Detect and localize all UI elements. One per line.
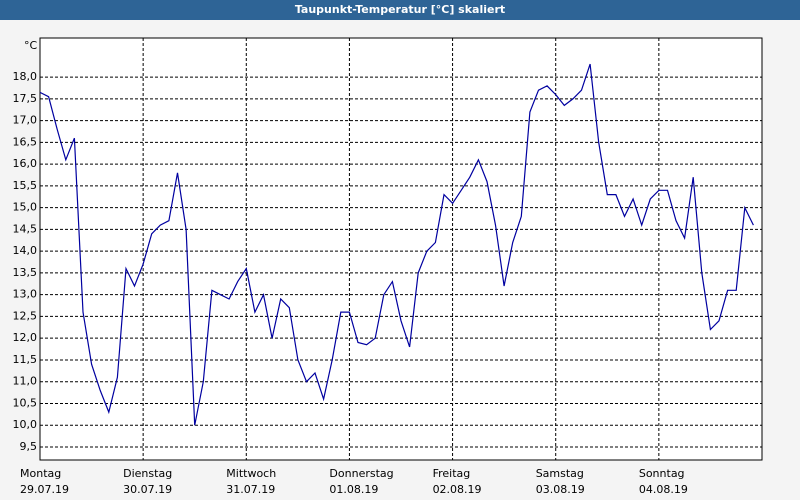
x-tick-date: 03.08.19 [536,483,585,496]
y-tick-label: 12,0 [13,331,38,344]
x-tick-date: 04.08.19 [639,483,688,496]
y-tick-label: 11,5 [13,353,38,366]
plot-area [39,37,763,461]
y-tick-label: 16,5 [13,135,38,148]
y-tick-label: 13,0 [13,288,38,301]
y-tick-label: 10,0 [13,418,38,431]
y-tick-label: 12,5 [13,309,38,322]
y-tick-label: 10,5 [13,396,38,409]
y-tick-label: 14,0 [13,244,38,257]
x-tick-weekday: Mittwoch [226,467,276,480]
x-tick-weekday: Montag [20,467,61,480]
y-tick-label: 14,5 [13,222,38,235]
y-tick-label: 11,0 [13,375,38,388]
y-tick-label: 13,5 [13,266,38,279]
x-tick-date: 01.08.19 [329,483,378,496]
x-tick-date: 29.07.19 [20,483,69,496]
title-bar [0,0,800,20]
x-tick-date: 30.07.19 [123,483,172,496]
y-tick-label: 15,5 [13,179,38,192]
x-tick-weekday: Dienstag [123,467,172,480]
data-line [39,63,754,426]
y-tick-label: 15,0 [13,201,38,214]
y-tick-label: 9,5 [20,440,38,453]
x-tick-weekday: Freitag [433,467,471,480]
y-tick-label: 17,5 [13,92,38,105]
unit-label: °C [24,39,38,52]
chart-title: Taupunkt-Temperatur [°C] skaliert [295,3,505,16]
x-tick-date: 02.08.19 [433,483,482,496]
x-tick-weekday: Samstag [536,467,584,480]
x-tick-weekday: Donnerstag [329,467,393,480]
y-tick-label: 18,0 [13,70,38,83]
x-tick-date: 31.07.19 [226,483,275,496]
y-tick-label: 16,0 [13,157,38,170]
y-tick-label: 17,0 [13,114,38,127]
x-tick-weekday: Sonntag [639,467,685,480]
